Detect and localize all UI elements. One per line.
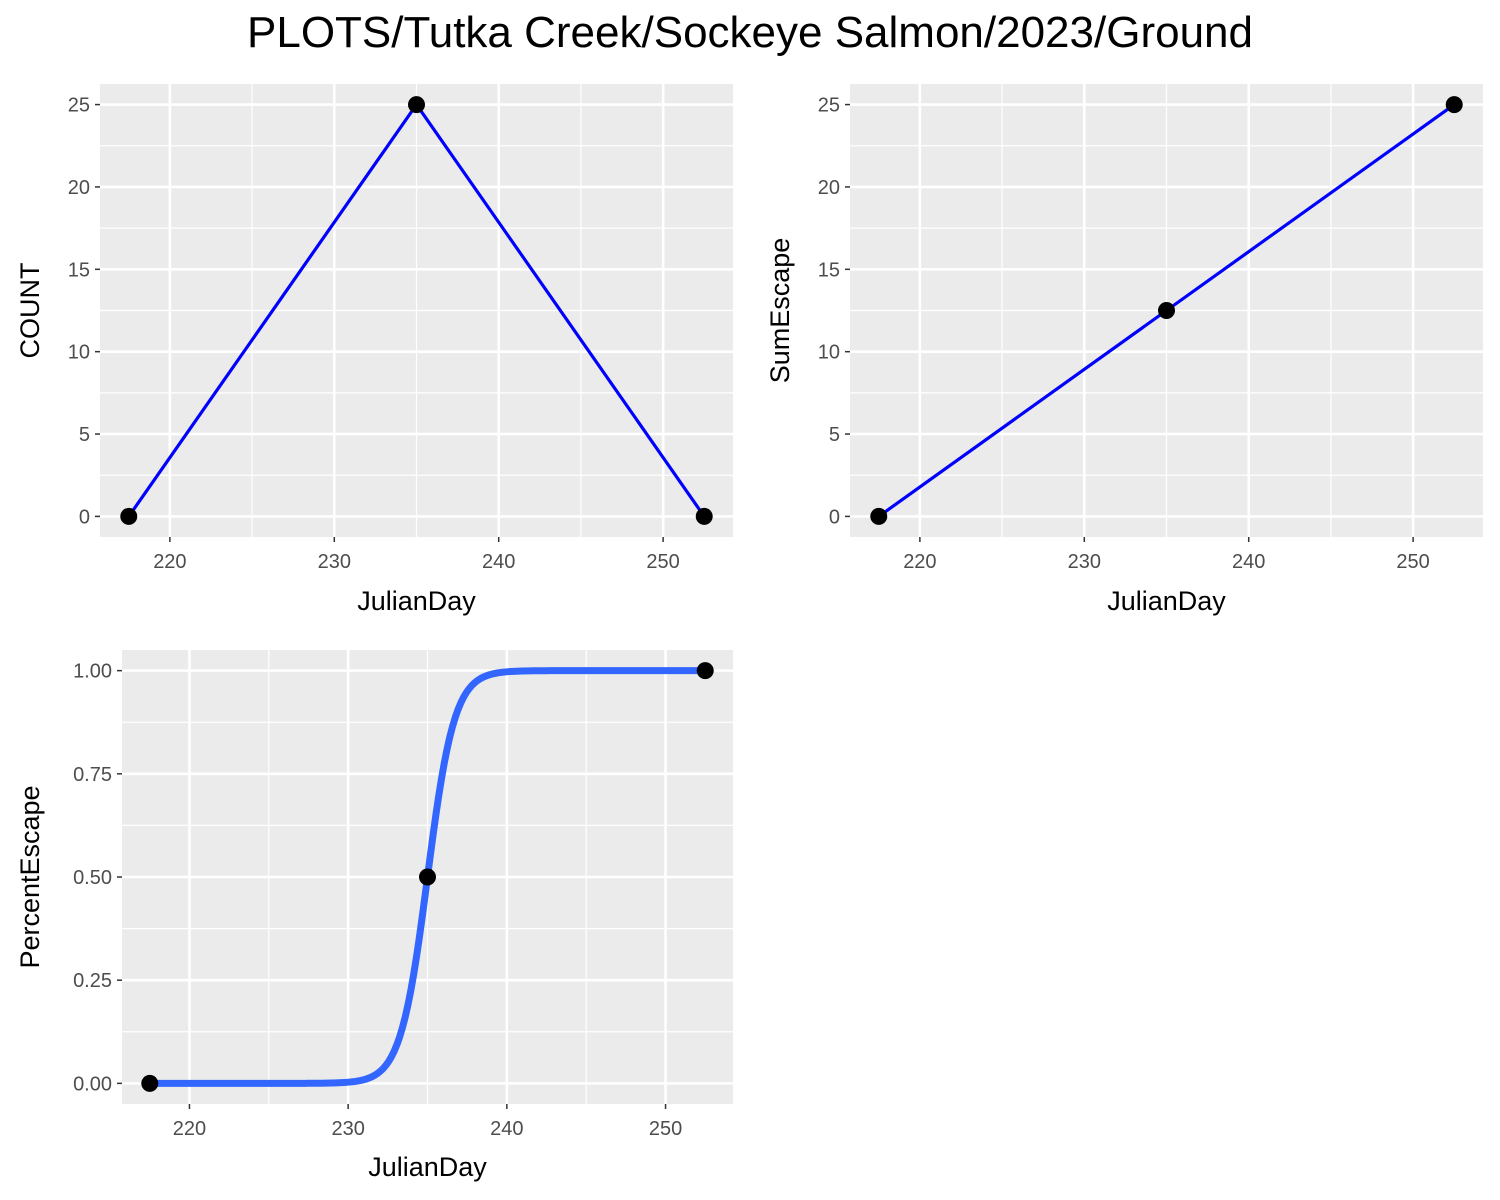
percentescape-data-point — [419, 868, 436, 886]
count-y-axis-title: COUNT — [15, 263, 45, 359]
sumescape-data-point — [870, 507, 888, 525]
sumescape-x-tick-label: 250 — [1396, 551, 1429, 573]
percentescape-x-tick-label: 240 — [490, 1118, 523, 1140]
percentescape-y-tick-label: 1.00 — [73, 661, 112, 683]
percentescape-y-tick-label: 0.50 — [73, 867, 112, 889]
sumescape-data-point — [1158, 302, 1175, 319]
sumescape-y-tick-label: 15 — [818, 259, 840, 281]
percentescape-x-tick-label: 230 — [331, 1118, 364, 1140]
percentescape-y-tick-label: 0.75 — [73, 764, 112, 786]
sumescape-x-tick-label: 220 — [903, 551, 936, 573]
panel-count-chart: 220 230 240 250 0 5 10 15 20 25 JulianDay COUNT — [15, 84, 733, 616]
count-y-tick-label: 15 — [68, 259, 90, 281]
count-y-tick-label: 10 — [68, 342, 90, 364]
count-x-tick-label: 240 — [482, 551, 515, 573]
sumescape-y-tick-label: 5 — [829, 424, 840, 446]
percentescape-data-point — [141, 1074, 159, 1092]
count-y-tick-label: 20 — [68, 177, 90, 199]
panel-sumescape-chart: 220 230 240 250 0 5 10 15 20 25 JulianDay SumEscape — [765, 84, 1483, 616]
sumescape-y-tick-label: 10 — [818, 342, 840, 364]
percentescape-x-axis-title: JulianDay — [368, 1152, 487, 1182]
sumescape-y-tick-label: 0 — [829, 506, 840, 528]
percentescape-data-point — [696, 662, 714, 680]
sumescape-y-tick-label: 20 — [818, 177, 840, 199]
count-y-tick-label: 0 — [79, 506, 90, 528]
figure-title: PLOTS/Tutka Creek/Sockeye Salmon/2023/Gr… — [247, 8, 1253, 57]
panel-percentescape-chart: 220 230 240 250 0.00 0.25 0.50 0.75 1.00 JulianDa… — [15, 650, 733, 1182]
percentescape-x-tick-label: 250 — [649, 1118, 682, 1140]
count-data-point — [120, 507, 138, 525]
count-x-tick-label: 230 — [318, 551, 351, 573]
percentescape-y-tick-label: 0.00 — [73, 1073, 112, 1095]
sumescape-data-point — [1445, 96, 1463, 114]
count-x-tick-label: 220 — [153, 551, 186, 573]
sumescape-x-axis-title: JulianDay — [1107, 586, 1226, 616]
sumescape-x-tick-label: 240 — [1232, 551, 1265, 573]
count-data-point — [408, 96, 425, 114]
count-x-axis-title: JulianDay — [357, 586, 476, 616]
sumescape-y-axis-title: SumEscape — [765, 238, 795, 384]
count-x-tick-label: 250 — [646, 551, 679, 573]
sumescape-x-tick-label: 230 — [1068, 551, 1101, 573]
percentescape-y-axis-title: PercentEscape — [15, 785, 45, 968]
percentescape-y-tick-label: 0.25 — [73, 970, 112, 992]
count-data-point — [695, 507, 713, 525]
percentescape-x-tick-label: 220 — [173, 1118, 206, 1140]
sumescape-y-tick-label: 25 — [818, 95, 840, 117]
count-y-tick-label: 25 — [68, 95, 90, 117]
count-y-tick-label: 5 — [79, 424, 90, 446]
